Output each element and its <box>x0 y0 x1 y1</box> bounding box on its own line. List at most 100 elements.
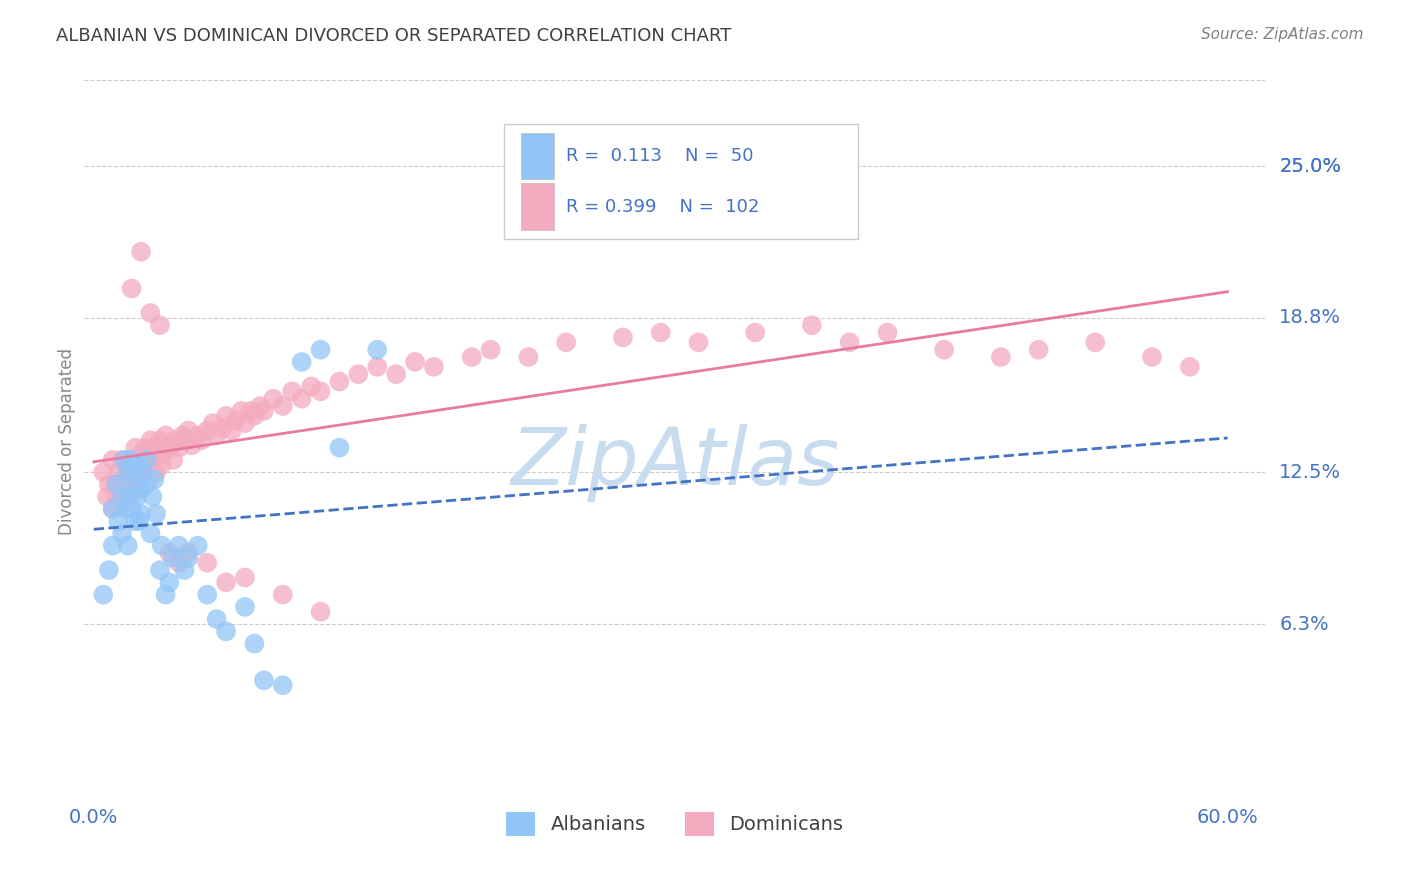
Point <box>205 612 228 626</box>
Point <box>1140 350 1163 364</box>
Point <box>101 539 124 553</box>
Point <box>744 326 766 340</box>
Text: R = 0.399    N =  102: R = 0.399 N = 102 <box>567 198 759 216</box>
Point <box>96 490 118 504</box>
Point <box>121 453 143 467</box>
Point <box>157 546 180 560</box>
Point <box>117 465 139 479</box>
Point <box>139 306 162 320</box>
Point <box>517 350 540 364</box>
Point <box>155 428 177 442</box>
Point <box>128 473 150 487</box>
Point <box>115 483 138 497</box>
Point <box>132 465 155 479</box>
Point <box>195 424 218 438</box>
Point <box>104 477 127 491</box>
Point <box>461 350 484 364</box>
Point <box>479 343 502 357</box>
Point <box>149 318 172 333</box>
Point <box>122 465 145 479</box>
Point <box>239 404 262 418</box>
Point <box>650 326 672 340</box>
Point <box>127 490 149 504</box>
Text: 6.3%: 6.3% <box>1279 615 1329 633</box>
Point <box>139 526 162 541</box>
Point <box>243 637 266 651</box>
Point <box>195 588 218 602</box>
Point <box>215 624 238 639</box>
Point <box>157 441 180 455</box>
Point <box>101 502 124 516</box>
Point <box>233 570 256 584</box>
Point <box>111 497 134 511</box>
Point <box>838 335 860 350</box>
Point <box>165 434 187 448</box>
Point <box>291 392 314 406</box>
Point <box>112 453 135 467</box>
Point <box>150 458 173 472</box>
Point <box>281 384 304 399</box>
Point <box>117 487 139 501</box>
Point <box>876 326 898 340</box>
Point <box>167 441 190 455</box>
Point <box>111 490 134 504</box>
Point <box>97 477 120 491</box>
Point <box>129 483 152 497</box>
Point <box>128 514 150 528</box>
Point <box>129 507 152 521</box>
Point <box>195 556 218 570</box>
Point <box>176 434 198 448</box>
Point <box>141 490 163 504</box>
Point <box>91 588 114 602</box>
Point <box>688 335 710 350</box>
Point <box>167 539 190 553</box>
Point <box>215 409 238 423</box>
Point <box>177 550 200 565</box>
Point <box>800 318 823 333</box>
Point <box>152 445 174 459</box>
Point <box>129 244 152 259</box>
Point <box>121 502 143 516</box>
Point <box>91 465 114 479</box>
Point <box>111 453 134 467</box>
FancyBboxPatch shape <box>522 133 554 179</box>
Point <box>233 599 256 614</box>
Point <box>145 465 167 479</box>
Point <box>205 428 228 442</box>
Point <box>135 477 157 491</box>
Text: 18.8%: 18.8% <box>1279 309 1341 327</box>
Point <box>146 448 169 462</box>
Point <box>271 399 294 413</box>
Point <box>97 563 120 577</box>
Point <box>328 375 350 389</box>
Point <box>162 550 184 565</box>
Point <box>990 350 1012 364</box>
Point <box>150 539 173 553</box>
Point <box>221 424 243 438</box>
Point <box>385 367 408 381</box>
Point <box>115 502 138 516</box>
Text: 25.0%: 25.0% <box>1279 156 1341 176</box>
Point <box>201 416 224 430</box>
Point <box>225 414 247 428</box>
Point <box>215 575 238 590</box>
Point <box>121 281 143 295</box>
Point <box>1084 335 1107 350</box>
FancyBboxPatch shape <box>503 124 858 239</box>
Point <box>1178 359 1201 374</box>
Point <box>231 404 253 418</box>
Point <box>181 438 204 452</box>
Point <box>121 483 143 497</box>
Point <box>612 330 634 344</box>
Point <box>101 502 124 516</box>
Point <box>173 563 195 577</box>
Point <box>129 465 152 479</box>
Point <box>149 563 172 577</box>
Point <box>129 448 152 462</box>
Point <box>138 448 160 462</box>
Point <box>124 477 146 491</box>
Point <box>143 441 166 455</box>
Point <box>139 434 162 448</box>
Point <box>934 343 956 357</box>
Point <box>187 428 209 442</box>
